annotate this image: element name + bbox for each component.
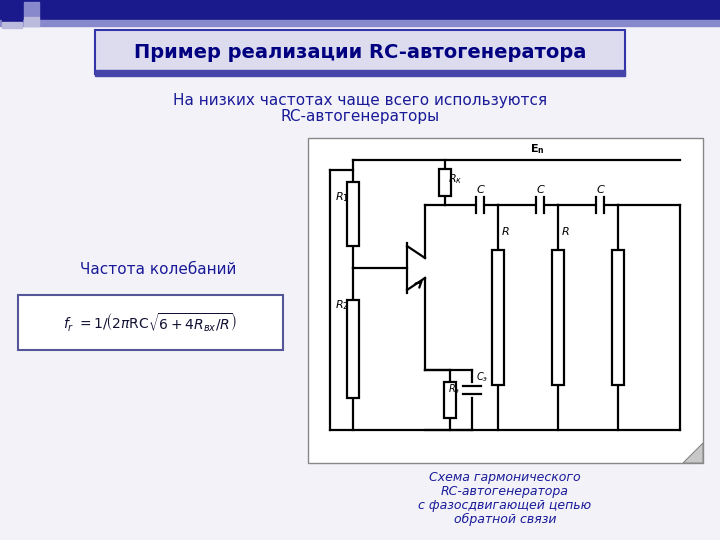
Text: На низких частотах чаще всего используются: На низких частотах чаще всего используют… <box>173 92 547 107</box>
Text: $C$: $C$ <box>536 183 546 195</box>
Bar <box>347 300 359 397</box>
Bar <box>2 2 22 22</box>
Text: $\mathit{f}_\mathit{r}\ =1/\!\left(2\pi\mathrm{RC}\sqrt{6+4R_{\mathit{вх}}/R}\ri: $\mathit{f}_\mathit{r}\ =1/\!\left(2\pi\… <box>63 312 237 334</box>
Text: Пример реализации RC-автогенератора: Пример реализации RC-автогенератора <box>134 44 586 63</box>
Text: Схема гармонического: Схема гармонического <box>429 470 581 483</box>
Bar <box>439 169 451 196</box>
Text: RC-автогенераторы: RC-автогенераторы <box>280 110 440 125</box>
Text: обратной связи: обратной связи <box>454 512 557 525</box>
Text: $R_э$: $R_э$ <box>448 382 460 396</box>
Polygon shape <box>683 443 703 463</box>
Text: RC-автогенератора: RC-автогенератора <box>441 484 569 497</box>
Bar <box>2 22 22 28</box>
Text: $C$: $C$ <box>476 183 486 195</box>
Text: $C$: $C$ <box>596 183 606 195</box>
Bar <box>308 138 703 463</box>
Bar <box>24 2 39 17</box>
Bar <box>492 250 504 385</box>
Bar <box>0 0 720 20</box>
FancyBboxPatch shape <box>95 30 625 74</box>
Text: $R_к$: $R_к$ <box>448 172 462 186</box>
Text: с фазосдвигающей цепью: с фазосдвигающей цепью <box>418 498 592 511</box>
Bar <box>18 295 283 350</box>
Bar <box>95 70 625 76</box>
Bar <box>612 250 624 385</box>
Text: Частота колебаний: Частота колебаний <box>80 262 236 278</box>
Text: $R$: $R$ <box>501 225 510 237</box>
Text: $\mathbf{E_n}$: $\mathbf{E_n}$ <box>530 142 544 156</box>
Text: $C_э$: $C_э$ <box>476 370 488 384</box>
Bar <box>0 20 720 26</box>
Bar <box>24 17 39 26</box>
Bar <box>444 382 456 418</box>
Text: $R_2$: $R_2$ <box>335 298 349 312</box>
Bar <box>552 250 564 385</box>
Text: $R_1$: $R_1$ <box>335 190 349 204</box>
Bar <box>347 181 359 246</box>
Text: $R$: $R$ <box>561 225 570 237</box>
